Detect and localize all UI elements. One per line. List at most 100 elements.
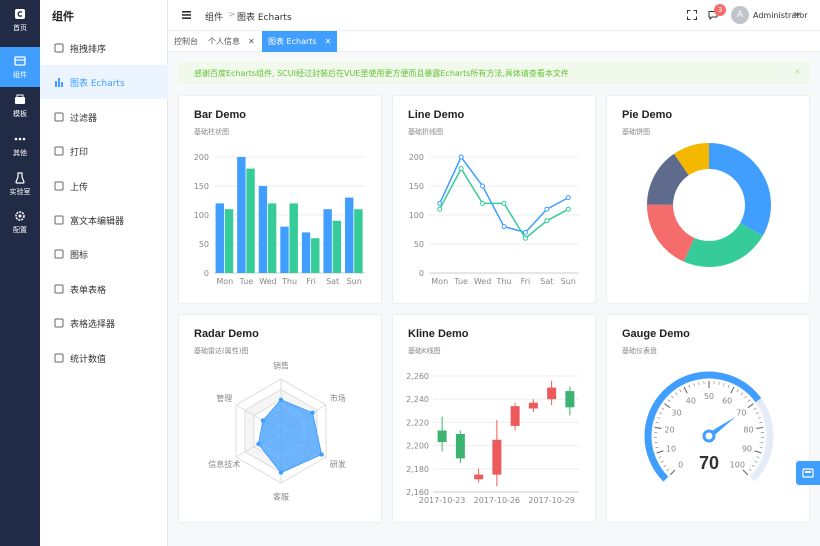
pie-slice [709, 143, 771, 236]
close-icon[interactable]: ✕ [324, 37, 332, 46]
side-menu-item[interactable]: 图标 [40, 237, 168, 271]
bar [301, 232, 311, 273]
gauge-tick [755, 412, 759, 415]
username-label[interactable]: Administrator [753, 11, 808, 20]
more-icon [14, 137, 26, 141]
y-tick-label: 50 [414, 240, 424, 249]
gauge-tick [664, 403, 671, 409]
y-tick-label: 0 [419, 269, 424, 278]
bar [246, 168, 255, 273]
x-tick-label: Sun [347, 277, 362, 286]
side-menu-item[interactable]: 统计数值 [40, 341, 168, 375]
side-menu-item-label: 表格选择器 [70, 320, 116, 331]
bar [224, 209, 234, 273]
fullscreen-icon[interactable] [687, 10, 697, 20]
y-tick-label: 2,200 [406, 442, 429, 451]
menu-toggle-icon[interactable] [182, 11, 191, 19]
side-menu-item-label: 过滤器 [70, 113, 98, 124]
rail-item-lab[interactable]: 实验室 [0, 164, 40, 204]
gauge-tick-label: 80 [743, 426, 753, 435]
side-menu-item[interactable]: 上传 [40, 169, 168, 203]
gauge-tick [666, 468, 670, 472]
bar [237, 157, 246, 273]
x-tick-label: Wed [474, 277, 491, 286]
rail-label: 首页 [13, 24, 27, 32]
side-menu-item[interactable]: 拖拽排序 [40, 31, 168, 65]
kline-chart-card: 2,160 2,180 2,200 2,220 2,240 2,260 2017-10-23… [392, 314, 596, 523]
candle-body [492, 439, 502, 475]
y-tick-label: 100 [409, 211, 424, 220]
rail-item-components[interactable]: 组件 [0, 47, 40, 87]
x-tick-label: Wed [259, 277, 276, 286]
tab-profile[interactable]: 个人信息 ✕ [202, 31, 261, 52]
pie-chart [647, 143, 771, 267]
gauge-tick [759, 422, 763, 424]
gauge-tick [756, 456, 760, 459]
y-tick-label: 2,240 [406, 395, 429, 404]
x-tick-label: 2017-10-23 [419, 496, 466, 505]
radar-indicator-label: 销售 [273, 360, 289, 370]
gauge-tick [751, 464, 755, 468]
x-tick-label: Mon [216, 277, 233, 286]
tab-bar: 控制台 个人信息 ✕ 图表 Echarts ✕ [168, 31, 820, 52]
settings-float-button[interactable] [796, 461, 820, 485]
gauge-progress [644, 371, 762, 482]
rail-label: 其他 [13, 149, 27, 157]
data-point [544, 218, 550, 224]
y-tick-label: 150 [409, 182, 424, 191]
gauge-tick [754, 450, 762, 454]
rail-item-template[interactable]: 模板 [0, 86, 40, 126]
message-count-badge: 3 [714, 4, 726, 16]
edit-icon [54, 215, 64, 225]
gauge-tick [671, 395, 674, 399]
secondary-side-menu: 组件 拖拽排序 图表 Echarts 过滤器 打印 上传 富文本编辑器 图标 表单表格 表格选择… [40, 0, 168, 546]
card-subtitle: 基础折线图 [408, 128, 443, 136]
side-menu-item[interactable]: 过滤器 [40, 100, 168, 134]
side-menu-item[interactable]: 富文本编辑器 [40, 203, 168, 237]
radar-point [310, 410, 315, 415]
tab-console[interactable]: 控制台 [168, 31, 204, 52]
bar [311, 238, 320, 273]
radar-indicator-label: 研发 [330, 459, 346, 469]
upload-icon [54, 181, 64, 191]
gauge-tick-label: 30 [672, 408, 682, 417]
line-chart-card: 0 50 100 150 200 Mon Tue Wed Thu Fri Sat Sun Line D… [392, 95, 596, 304]
y-tick-label: 2,180 [406, 465, 429, 474]
gauge-tick [654, 426, 662, 430]
rail-item-more[interactable]: 其他 [0, 125, 40, 165]
tab-echarts[interactable]: 图表 Echarts ✕ [262, 31, 338, 52]
side-menu-item[interactable]: 打印 [40, 134, 168, 168]
home-icon [15, 9, 25, 19]
bar [323, 209, 332, 273]
candle-body [455, 434, 465, 459]
gauge-tick [747, 403, 754, 409]
side-menu-item-label: 打印 [70, 148, 89, 159]
gauge-tick [740, 392, 743, 396]
user-avatar[interactable]: A [731, 6, 749, 24]
close-icon[interactable]: ✕ [248, 37, 255, 46]
rail-item-home[interactable]: 首页 [0, 0, 40, 40]
printer-icon [54, 146, 64, 156]
side-menu-item[interactable]: 表单表格 [40, 272, 168, 306]
y-tick-label: 200 [194, 153, 209, 162]
side-menu-item-label: 图表 Echarts [70, 79, 125, 90]
breadcrumb-item[interactable]: 组件 [205, 13, 224, 23]
bar [215, 203, 224, 273]
gauge-tick [688, 384, 691, 388]
data-point [501, 200, 507, 206]
gauge-tick [657, 417, 661, 419]
breadcrumb-separator: > [228, 10, 236, 20]
gauge-tick-label: 40 [686, 396, 696, 405]
card-title: Line Demo [408, 109, 465, 121]
pie-slice [674, 143, 709, 176]
alert-close-icon[interactable]: × [794, 67, 801, 76]
components-icon [14, 56, 26, 66]
rail-item-settings[interactable]: 配置 [0, 202, 40, 242]
side-menu-item[interactable]: 图表 Echarts [40, 65, 168, 100]
chevron-down-icon[interactable] [794, 12, 801, 17]
filter-icon [54, 112, 64, 122]
gauge-tick [757, 417, 761, 419]
gauge-chart: 010 20 30 40 50 60 70 80 90 100 70 [644, 371, 774, 482]
side-menu-item[interactable]: 表格选择器 [40, 306, 168, 340]
gauge-tick [660, 460, 664, 463]
